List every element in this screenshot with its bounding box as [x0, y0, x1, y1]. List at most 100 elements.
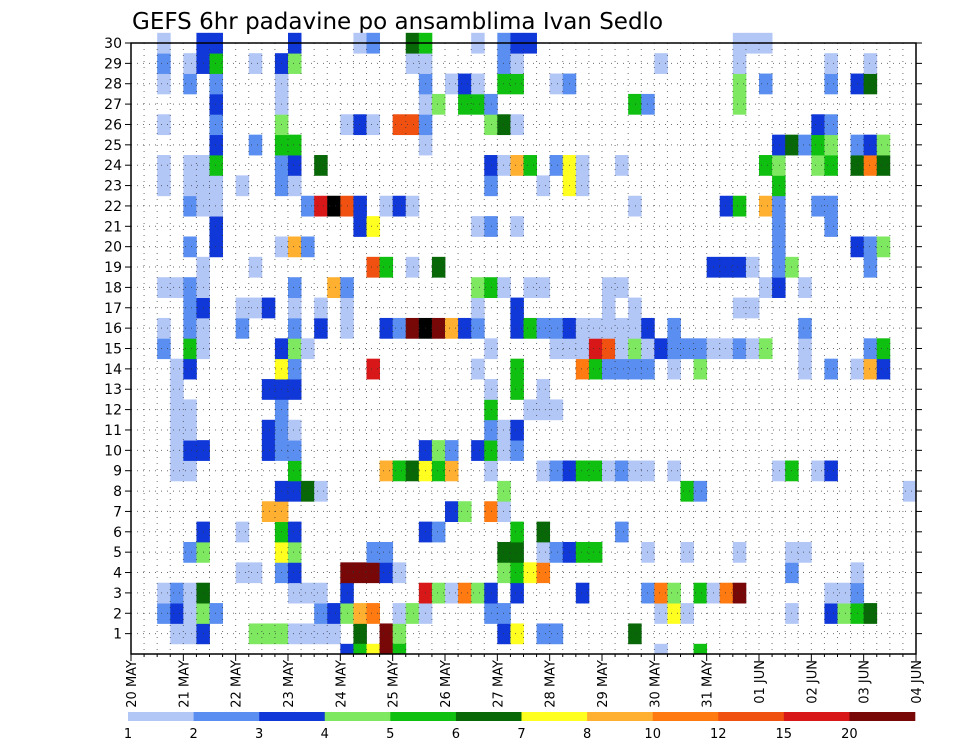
precip-cell	[261, 623, 276, 645]
precip-cell	[170, 623, 184, 645]
precip-cell	[523, 317, 537, 339]
precip-cell	[811, 114, 825, 136]
precip-cell	[314, 603, 328, 624]
precip-cell	[170, 419, 184, 441]
precip-cell	[314, 623, 328, 645]
precip-cell	[510, 155, 524, 176]
y-tick-label: 10	[104, 443, 122, 459]
precip-cell	[811, 155, 825, 176]
precip-cell	[209, 114, 223, 136]
y-tick-label: 4	[113, 566, 122, 582]
legend-swatch	[849, 712, 916, 721]
precip-cell	[497, 73, 511, 95]
precip-cell	[379, 195, 394, 217]
precip-cell	[327, 195, 341, 217]
precip-cell	[353, 562, 367, 584]
y-tick-label: 5	[113, 545, 122, 561]
precip-cell	[170, 358, 184, 380]
x-tick-label: 24 MAY	[334, 660, 349, 708]
precip-cell	[497, 419, 511, 441]
precip-cell	[366, 114, 380, 136]
precip-cell	[431, 256, 446, 278]
precip-cell	[902, 480, 917, 502]
precip-cell	[157, 317, 171, 339]
precip-cell	[667, 582, 681, 604]
precip-cell	[523, 155, 537, 176]
y-tick-label: 7	[113, 504, 122, 520]
precip-cell	[484, 582, 498, 604]
legend-swatch	[390, 712, 457, 721]
precip-cell	[798, 277, 812, 298]
precip-cell	[863, 358, 878, 380]
precip-cell	[772, 155, 786, 176]
precip-cell	[510, 297, 524, 319]
precip-cell	[602, 358, 616, 380]
precip-cell	[379, 541, 394, 563]
x-tick-label: 27 MAY	[491, 660, 506, 708]
precip-cell	[863, 338, 878, 360]
precip-cell	[157, 175, 171, 197]
precip-cell	[732, 256, 747, 278]
precip-cell	[824, 155, 838, 176]
precip-cell	[183, 399, 197, 421]
precip-cell	[392, 317, 407, 339]
precip-cell	[615, 317, 629, 339]
precip-cell	[693, 338, 708, 360]
precip-cell	[549, 338, 564, 360]
precip-cell	[379, 256, 394, 278]
precip-cell	[183, 175, 197, 197]
precip-cell	[405, 53, 420, 74]
precip-cell	[824, 195, 838, 217]
precip-cell	[445, 440, 459, 461]
legend-label: 4	[321, 727, 329, 742]
precip-cell	[209, 175, 223, 197]
precip-cell	[772, 195, 786, 217]
legend-swatch	[455, 712, 522, 721]
y-tick-label: 30	[104, 36, 122, 52]
precip-cell	[510, 73, 524, 95]
precip-cell	[301, 236, 315, 258]
precip-cell	[510, 114, 524, 136]
precip-cell	[157, 277, 171, 298]
precip-cell	[667, 460, 681, 482]
precip-cell	[680, 541, 694, 563]
precip-cell	[183, 297, 197, 319]
y-tick-label: 22	[104, 199, 122, 215]
y-tick-label: 24	[104, 158, 122, 174]
precip-cell	[366, 358, 380, 380]
precip-cell	[261, 379, 276, 400]
precip-cell	[628, 623, 642, 645]
y-tick-label: 3	[113, 586, 122, 602]
precip-cell	[602, 277, 616, 298]
precip-cell	[824, 53, 838, 74]
precip-cell	[615, 521, 629, 543]
precip-cell	[379, 562, 394, 584]
y-tick-label: 26	[104, 117, 122, 133]
precip-cell	[588, 460, 603, 482]
precip-cell	[353, 195, 367, 217]
precip-cell	[549, 73, 564, 95]
precip-cell	[288, 277, 302, 298]
precip-cell	[628, 358, 642, 380]
precip-cell	[549, 399, 564, 421]
x-tick-label: 01 JUN	[753, 660, 768, 704]
plot-frame	[130, 42, 917, 655]
precip-cell	[431, 93, 446, 115]
precip-cell	[732, 73, 747, 95]
y-tick-label: 16	[104, 321, 122, 337]
precip-cell	[732, 195, 747, 217]
precip-cell	[431, 521, 446, 543]
precip-cell	[288, 155, 302, 176]
precip-cell	[366, 643, 380, 655]
precip-cell	[549, 155, 564, 176]
precip-cell	[654, 53, 668, 74]
precip-cell	[353, 216, 367, 237]
precip-cell	[209, 73, 223, 95]
y-tick-label: 21	[104, 219, 122, 235]
precip-cell	[602, 317, 616, 339]
y-tick-label: 12	[104, 403, 122, 419]
x-tick-label: 29 MAY	[596, 660, 611, 708]
precip-cell	[510, 582, 524, 604]
precip-cell	[235, 562, 250, 584]
